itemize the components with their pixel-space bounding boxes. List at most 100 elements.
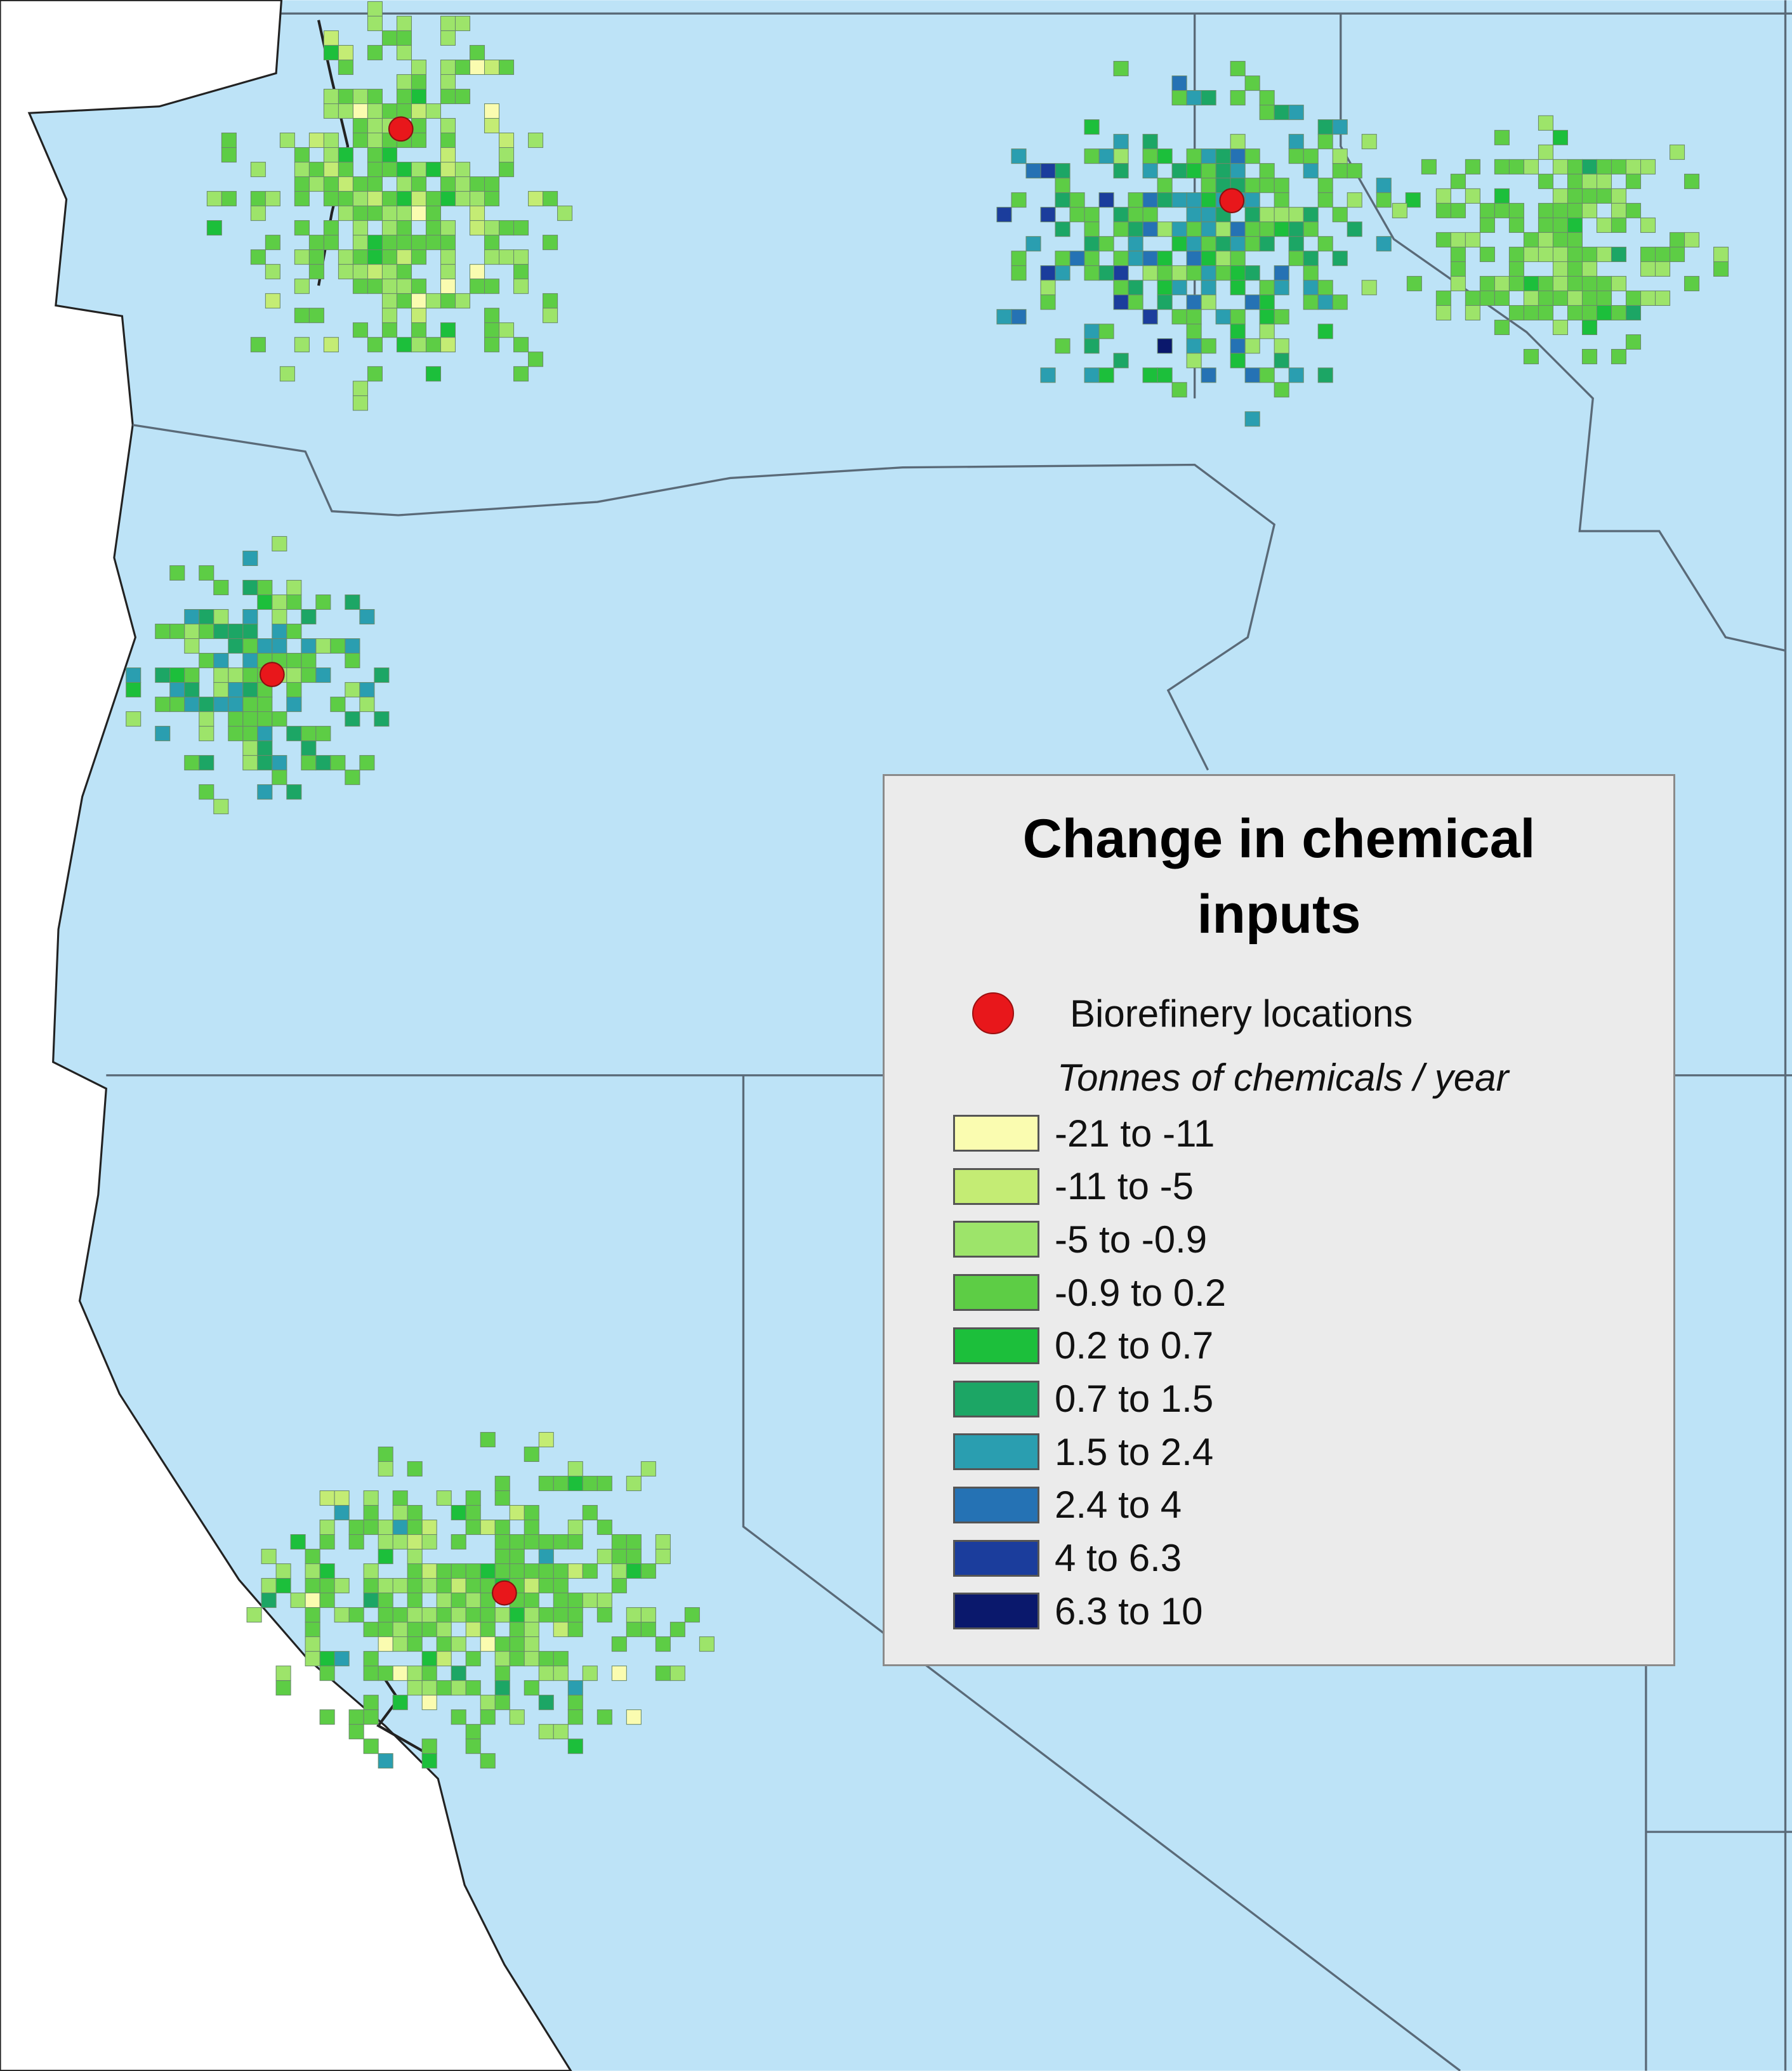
grid-cell bbox=[272, 755, 287, 771]
grid-cell bbox=[509, 1636, 525, 1652]
grid-cell bbox=[582, 1504, 598, 1521]
grid-cell bbox=[411, 191, 427, 207]
grid-cell bbox=[1332, 119, 1348, 135]
grid-cell bbox=[1361, 134, 1377, 150]
grid-cell bbox=[1259, 90, 1275, 106]
grid-cell bbox=[1552, 202, 1568, 218]
biorefinery bbox=[1219, 188, 1245, 214]
grid-cell bbox=[469, 176, 485, 192]
grid-cell bbox=[421, 1680, 437, 1696]
biorefinery bbox=[388, 116, 414, 142]
grid-cell bbox=[411, 103, 427, 119]
grid-cell bbox=[582, 1666, 598, 1681]
grid-cell bbox=[411, 235, 427, 251]
grid-cell bbox=[1244, 367, 1260, 383]
grid-cell bbox=[378, 1593, 393, 1608]
grid-cell bbox=[228, 726, 244, 742]
grid-cell bbox=[305, 1578, 320, 1594]
grid-cell bbox=[392, 1504, 408, 1521]
grid-cell bbox=[509, 1651, 525, 1667]
grid-cell bbox=[286, 624, 302, 640]
grid-cell bbox=[567, 1534, 583, 1550]
grid-cell bbox=[524, 1593, 539, 1608]
grid-cell bbox=[440, 235, 456, 251]
grid-cell bbox=[480, 1636, 496, 1652]
grid-cell bbox=[1538, 173, 1553, 189]
grid-cell bbox=[319, 1534, 335, 1550]
grid-cell bbox=[381, 206, 397, 221]
grid-cell bbox=[1142, 265, 1158, 281]
grid-cell bbox=[352, 264, 368, 280]
grid-cell bbox=[596, 1520, 612, 1535]
grid-cell bbox=[421, 1753, 437, 1769]
grid-cell bbox=[381, 322, 397, 338]
grid-cell bbox=[323, 337, 339, 353]
grid-cell bbox=[242, 682, 258, 698]
grid-cell bbox=[1611, 188, 1627, 204]
grid-cell bbox=[392, 1695, 408, 1711]
grid-cell bbox=[1040, 294, 1056, 310]
grid-cell bbox=[206, 191, 222, 207]
grid-cell bbox=[1552, 290, 1568, 306]
grid-cell bbox=[1201, 294, 1216, 310]
grid-cell bbox=[465, 1504, 481, 1521]
grid-cell bbox=[257, 784, 273, 800]
grid-cell bbox=[524, 1446, 539, 1463]
grid-cell bbox=[367, 88, 383, 105]
grid-cell bbox=[465, 1490, 481, 1506]
grid-cell bbox=[305, 1593, 320, 1608]
grid-cell bbox=[494, 1666, 510, 1681]
grid-cell bbox=[359, 608, 375, 625]
grid-cell bbox=[308, 162, 324, 178]
grid-cell bbox=[538, 1724, 554, 1740]
legend-label: 1.5 to 2.4 bbox=[1055, 1430, 1214, 1473]
grid-cell bbox=[1479, 275, 1495, 291]
grid-cell bbox=[363, 1520, 379, 1535]
grid-cell bbox=[1069, 192, 1085, 208]
grid-cell bbox=[484, 59, 500, 76]
legend-item: -5 to -0.9 bbox=[885, 1214, 1207, 1265]
grid-cell bbox=[465, 1680, 481, 1696]
grid-cell bbox=[1201, 178, 1216, 194]
grid-cell bbox=[199, 565, 214, 581]
grid-cell bbox=[494, 1695, 510, 1711]
grid-cell bbox=[352, 249, 368, 265]
grid-cell bbox=[480, 1695, 496, 1711]
grid-cell bbox=[378, 1534, 393, 1550]
grid-cell bbox=[1259, 178, 1275, 194]
grid-cell bbox=[1201, 236, 1216, 252]
grid-cell bbox=[338, 147, 353, 163]
grid-cell bbox=[543, 308, 558, 324]
grid-cell bbox=[319, 1709, 335, 1725]
grid-cell bbox=[1552, 246, 1568, 262]
grid-cell bbox=[1171, 309, 1187, 325]
grid-cell bbox=[184, 697, 200, 713]
grid-cell bbox=[1259, 367, 1275, 383]
grid-cell bbox=[323, 30, 339, 46]
legend-label: -11 to -5 bbox=[1055, 1165, 1194, 1208]
grid-cell bbox=[367, 1, 383, 16]
grid-cell bbox=[1567, 305, 1583, 321]
grid-cell bbox=[323, 191, 339, 207]
grid-cell bbox=[363, 1709, 379, 1725]
grid-cell bbox=[301, 608, 317, 625]
grid-cell bbox=[1567, 159, 1583, 174]
grid-cell bbox=[484, 249, 500, 265]
grid-cell bbox=[436, 1490, 452, 1506]
grid-cell bbox=[396, 279, 412, 294]
grid-cell bbox=[524, 1504, 539, 1521]
grid-cell bbox=[480, 1563, 496, 1579]
grid-cell bbox=[1142, 207, 1158, 223]
grid-cell bbox=[1157, 280, 1173, 296]
grid-cell bbox=[407, 1680, 423, 1696]
grid-cell bbox=[1538, 202, 1553, 218]
grid-cell bbox=[305, 1563, 320, 1579]
grid-cell bbox=[484, 235, 500, 251]
grid-cell bbox=[1523, 290, 1539, 306]
grid-cell bbox=[626, 1475, 642, 1492]
grid-cell bbox=[363, 1651, 379, 1667]
grid-cell bbox=[1171, 280, 1187, 296]
grid-cell bbox=[1128, 221, 1143, 237]
grid-cell bbox=[184, 755, 200, 771]
legend-label: 0.7 to 1.5 bbox=[1055, 1377, 1214, 1420]
